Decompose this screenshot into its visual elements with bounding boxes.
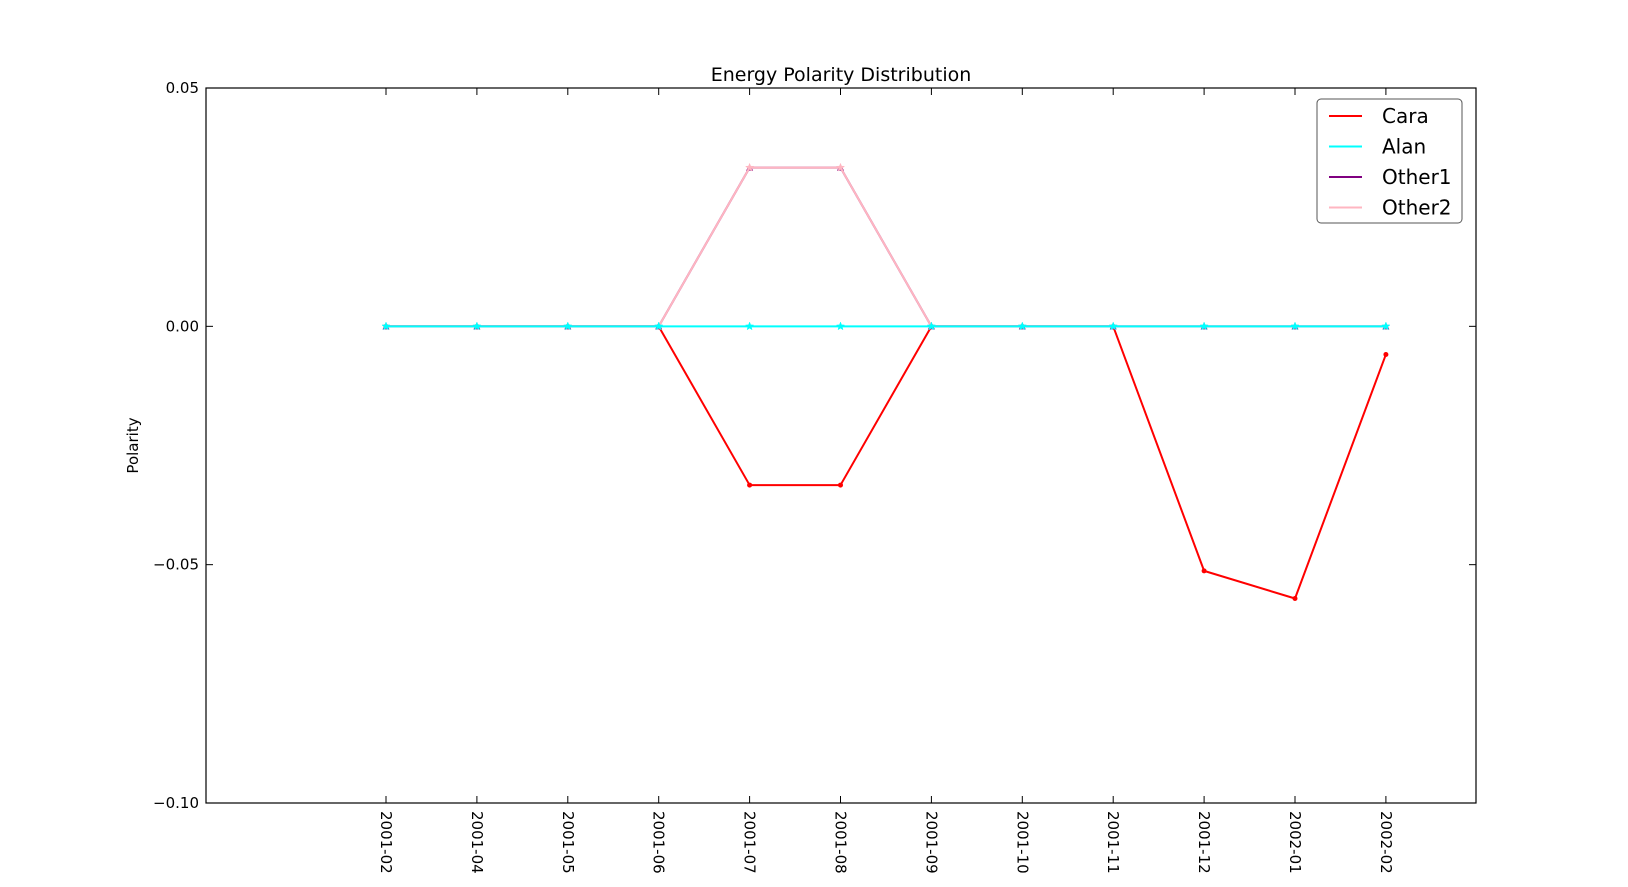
legend-label: Cara [1382,104,1429,128]
legend-label: Other1 [1382,165,1452,189]
y-axis-ticks: 0.05 0.00 −0.05 −0.10 [153,79,1476,812]
x-tick-label: 2001-09 [922,811,940,874]
data-point [835,321,846,331]
series-layer [381,162,1391,602]
x-tick-label: 2001-08 [832,811,850,874]
y-tick-label: −0.10 [153,794,199,812]
x-tick-label: 2002-01 [1286,811,1304,874]
x-tick-label: 2001-05 [559,811,577,874]
x-tick-label: 2001-06 [650,811,668,874]
legend-item-other2: Other2 [1329,196,1452,220]
data-point [744,162,755,172]
y-tick-label: −0.05 [153,556,199,574]
chart-title: Energy Polarity Distribution [711,64,972,86]
data-point [1199,321,1209,331]
data-point [926,321,937,331]
legend-item-other1: Other1 [1329,165,1452,189]
x-tick-label: 2001-02 [377,811,395,874]
data-point [1292,596,1298,602]
legend-label: Other2 [1382,196,1452,220]
legend-box [1316,98,1463,224]
legend-item-cara: Cara [1329,104,1429,128]
data-point [747,482,753,488]
legend: Cara Alan Other1 Other2 [1316,98,1463,224]
data-point [563,321,573,331]
x-tick-label: 2001-12 [1195,811,1213,874]
x-tick-label: 2002-02 [1377,811,1395,874]
data-point [654,321,664,331]
data-point [1017,321,1027,331]
series-alan [381,321,1391,331]
plot-area-frame [205,87,1477,804]
x-tick-label: 2001-10 [1013,811,1031,874]
data-point [1381,321,1391,331]
x-tick-label: 2001-11 [1104,811,1122,874]
y-axis-label: Polarity [124,417,142,473]
legend-item-alan: Alan [1329,135,1426,159]
y-tick-label: 0.00 [166,317,199,335]
data-point [1108,321,1118,331]
data-point [838,482,843,488]
data-point [1201,568,1207,574]
x-tick-label: 2001-07 [741,811,759,874]
legend-label: Alan [1382,135,1426,159]
data-point [744,321,755,331]
y-tick-label: 0.05 [166,79,199,97]
data-point [1383,351,1389,357]
data-point [381,321,391,331]
x-axis-ticks: 2001-02 2001-04 2001-05 2001-06 2001-07 2001-… [377,88,1395,874]
data-point [835,162,846,172]
data-point [472,321,482,331]
x-tick-label: 2001-04 [468,811,486,874]
data-point [1290,321,1300,331]
